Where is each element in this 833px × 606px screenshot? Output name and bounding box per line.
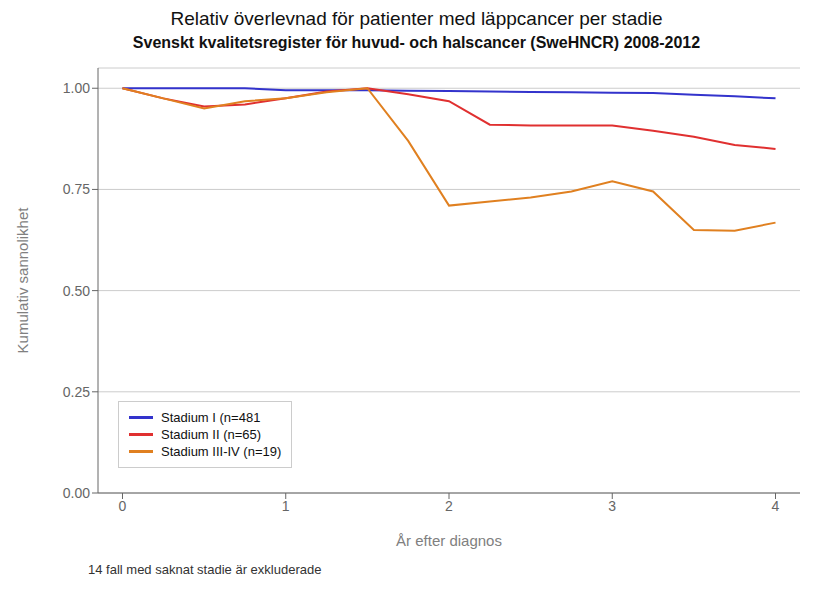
html-text:Stadium II (n=65): Stadium II (n=65): [161, 427, 262, 442]
svg-text:0.75: 0.75: [63, 181, 90, 197]
html-text:Stadium III-IV (n=19): Stadium III-IV (n=19): [161, 444, 282, 459]
svg-text:2: 2: [445, 498, 453, 514]
svg-text:År efter diagnos: År efter diagnos: [396, 532, 502, 549]
html-text:Svenskt kvalitetsregister för: Svenskt kvalitetsregister för huvud- och…: [132, 34, 701, 51]
svg-text:3: 3: [608, 498, 616, 514]
svg-text:Kumulativ sannolikhet: Kumulativ sannolikhet: [14, 207, 31, 354]
html-text:14 fall med saknat stadie är e: 14 fall med saknat stadie är exkluderade: [88, 562, 322, 577]
svg-text:1.00: 1.00: [63, 80, 90, 96]
svg-text:0.25: 0.25: [63, 384, 90, 400]
svg-text:0: 0: [119, 498, 127, 514]
svg-text:4: 4: [772, 498, 780, 514]
html-text:Relativ överlevnad för patient: Relativ överlevnad för patienter med läp…: [170, 8, 663, 29]
svg-text:1: 1: [282, 498, 290, 514]
html-text:Stadium I (n=481: Stadium I (n=481: [161, 410, 261, 425]
svg-text:0.50: 0.50: [63, 283, 90, 299]
svg-text:0.00: 0.00: [63, 485, 90, 501]
